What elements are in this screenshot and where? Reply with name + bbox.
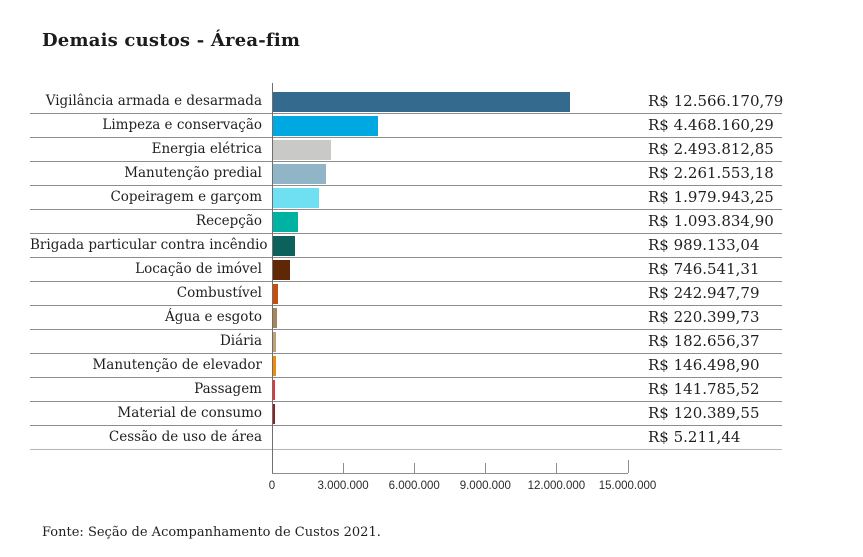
value-label: R$ 1.093.834,90: [648, 212, 774, 230]
chart-row: Limpeza e conservação R$ 4.468.160,29: [30, 114, 782, 138]
chart-row: Água e esgoto R$ 220.399,73: [30, 306, 782, 330]
category-label: Combustível: [176, 285, 262, 301]
value-label: R$ 4.468.160,29: [648, 116, 774, 134]
category-label: Manutenção de elevador: [92, 357, 262, 373]
chart-row: Copeiragem e garçom R$ 1.979.943,25: [30, 186, 782, 210]
bar: [272, 284, 278, 304]
value-label: R$ 141.785,52: [648, 380, 760, 398]
value-label: R$ 12.566.170,79: [648, 92, 784, 110]
chart-row: Brigada particular contra incêndio R$ 989…: [30, 234, 782, 258]
category-label: Material de consumo: [117, 405, 262, 421]
value-label: R$ 146.498,90: [648, 356, 760, 374]
x-tick-label: 12.000.000: [527, 480, 586, 492]
category-label: Brigada particular contra incêndio: [30, 237, 268, 253]
category-label: Copeiragem e garçom: [110, 189, 262, 205]
bar: [272, 92, 570, 112]
bar: [272, 236, 296, 256]
value-label: R$ 242.947,79: [648, 284, 760, 302]
value-label: R$ 989.133,04: [648, 236, 760, 254]
chart-row: Vigilância armada e desarmada R$ 12.566.1…: [30, 90, 784, 114]
bar: [272, 356, 276, 376]
bar: [272, 116, 378, 136]
value-label: R$ 220.399,73: [648, 308, 760, 326]
y-axis-baseline: [272, 83, 273, 473]
chart-row: Locação de imóvel R$ 746.541,31: [30, 258, 782, 282]
source-note: Fonte: Seção de Acompanhamento de Custos…: [42, 525, 381, 540]
chart-row: Energia elétrica R$ 2.493.812,85: [30, 138, 782, 162]
x-axis-tick: [414, 463, 416, 473]
bar: [272, 380, 276, 400]
bar-rows: Vigilância armada e desarmada R$ 12.566.1…: [30, 90, 784, 450]
x-tick-label: 0: [268, 480, 276, 492]
bar: [272, 260, 290, 280]
x-tick-label: 3.000.000: [317, 480, 369, 492]
category-label: Limpeza e conservação: [102, 117, 262, 133]
value-label: R$ 5.211,44: [648, 428, 741, 446]
chart-row: Passagem R$ 141.785,52: [30, 378, 782, 402]
bar: [272, 332, 277, 352]
value-label: R$ 746.541,31: [648, 260, 760, 278]
chart-title: Demais custos - Área-fim: [42, 30, 301, 51]
category-label: Passagem: [194, 381, 262, 397]
category-label: Energia elétrica: [151, 141, 262, 157]
x-tick-label: 15.000.000: [598, 480, 657, 492]
chart-row: Diária R$ 182.656,37: [30, 330, 782, 354]
bar: [272, 140, 332, 160]
x-tick-label: 9.000.000: [459, 480, 511, 492]
bar: [272, 212, 298, 232]
bar: [272, 188, 319, 208]
x-axis-tick: [556, 463, 558, 473]
bar: [272, 164, 326, 184]
x-tick-label: 6.000.000: [388, 480, 440, 492]
category-label: Diária: [219, 333, 262, 349]
x-axis-line: [272, 473, 628, 474]
value-label: R$ 120.389,55: [648, 404, 760, 422]
x-axis-tick: [343, 463, 345, 473]
chart-row: Recepção R$ 1.093.834,90: [30, 210, 782, 234]
chart-row: Combustível R$ 242.947,79: [30, 282, 782, 306]
bar: [272, 404, 275, 424]
category-label: Água e esgoto: [165, 309, 262, 325]
chart-row: Cessão de uso de área R$ 5.211,44: [30, 426, 782, 450]
category-label: Recepção: [195, 213, 262, 229]
category-label: Vigilância armada e desarmada: [45, 93, 262, 109]
value-label: R$ 182.656,37: [648, 332, 760, 350]
category-label: Manutenção predial: [124, 165, 262, 181]
value-label: R$ 2.493.812,85: [648, 140, 774, 158]
chart-row: Manutenção predial R$ 2.261.553,18: [30, 162, 782, 186]
value-label: R$ 1.979.943,25: [648, 188, 774, 206]
category-label: Cessão de uso de área: [108, 429, 262, 445]
category-label: Locação de imóvel: [135, 261, 262, 277]
x-axis-tick: [485, 463, 487, 473]
bar: [272, 308, 278, 328]
chart-row: Material de consumo R$ 120.389,55: [30, 402, 782, 426]
chart-row: Manutenção de elevador R$ 146.498,90: [30, 354, 782, 378]
value-label: R$ 2.261.553,18: [648, 164, 774, 182]
x-axis-tick: [627, 460, 629, 473]
